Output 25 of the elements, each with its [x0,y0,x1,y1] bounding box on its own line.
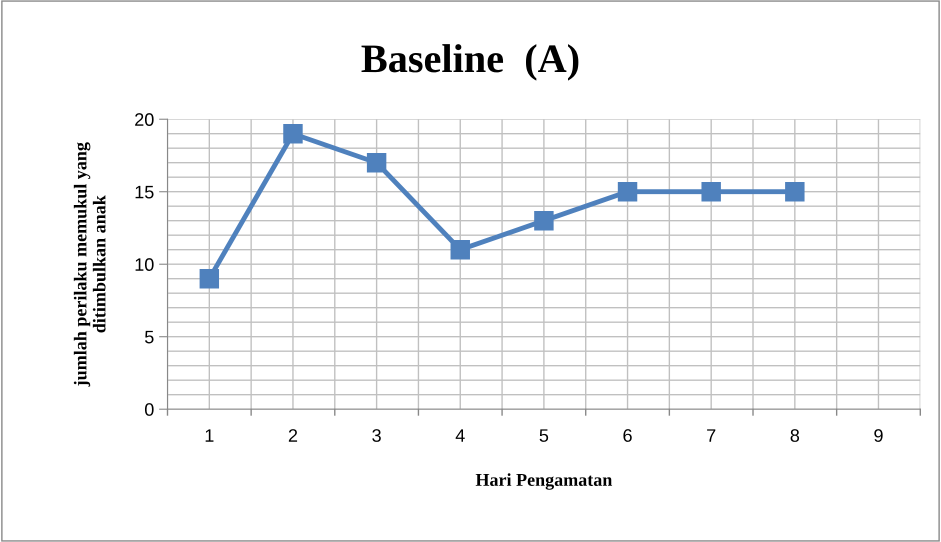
x-tick-label: 6 [623,429,632,442]
x-tick-label: 2 [288,429,298,442]
x-tick-label: 4 [456,429,465,442]
x-axis-title: Hari Pengamatan [476,473,612,490]
x-tick-label: 3 [372,429,381,442]
point [283,124,303,144]
x-tick-label: 1 [206,429,214,442]
y-tick-label: 10 [136,258,154,271]
point [534,211,554,230]
chart-title: Baseline (A) [362,44,578,81]
point [366,153,386,172]
y-axis-title: jumlah perilaku memukul yang ditimbulkan anak [74,142,106,387]
point [200,269,220,288]
x-tick-label: 9 [874,429,883,442]
y-tick-label: 15 [136,186,154,198]
y-tick-label: 20 [135,113,154,126]
point [618,182,638,202]
y-tick-label: 0 [144,403,154,416]
x-tick-label: 7 [707,429,716,442]
point [701,182,721,202]
y-tick-label: 5 [144,330,154,344]
point [785,182,805,202]
x-tick-label: 8 [790,429,800,442]
x-tick-label: 5 [540,429,548,442]
point [450,240,470,260]
